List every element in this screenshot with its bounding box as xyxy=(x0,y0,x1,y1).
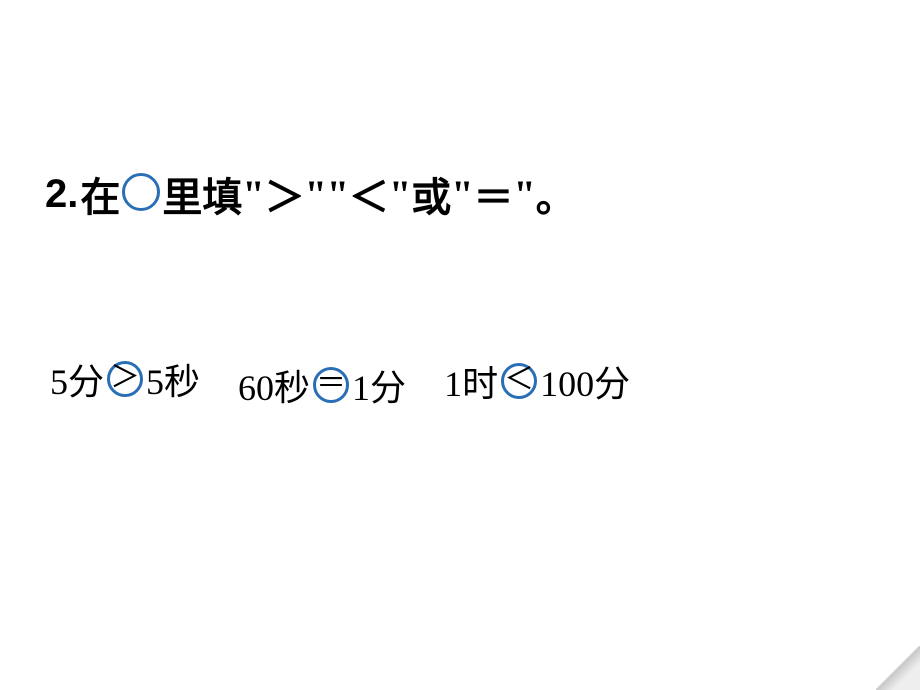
problem-right: 5秒 xyxy=(146,353,200,405)
close-quote: " xyxy=(389,171,411,218)
answer-circle: ＞ xyxy=(107,361,143,397)
answer-symbol: ＞ xyxy=(110,363,140,393)
title-text-part2: 里填 xyxy=(162,165,242,223)
greater-than-symbol: ＞ xyxy=(265,165,305,223)
question-number: 2. xyxy=(45,172,78,217)
equals-symbol: ＝ xyxy=(473,165,513,223)
open-quote: " xyxy=(327,171,349,218)
problem-left: 1时 xyxy=(444,355,498,407)
close-quote: " xyxy=(305,171,327,218)
period: 。 xyxy=(536,165,576,223)
title-text-part1: 在 xyxy=(80,165,120,223)
problems-row: 5分 ＞ 5秒 60秒 ＝ 1分 1时 ＜ 100分 xyxy=(50,353,900,405)
title-text-or: 或 xyxy=(411,165,451,223)
answer-symbol: ＜ xyxy=(504,365,534,395)
answer-circle: ＜ xyxy=(501,363,537,399)
problem-left: 60秒 xyxy=(238,359,310,411)
page-curl-icon xyxy=(876,646,920,690)
circle-icon xyxy=(122,173,160,211)
question-title: 2. 在 里填 " ＞ " " ＜ " 或 " ＝ " 。 xyxy=(45,165,576,223)
close-quote: " xyxy=(513,171,535,218)
problem-right: 1分 xyxy=(352,359,406,411)
problem-1: 5分 ＞ 5秒 xyxy=(50,353,200,405)
problem-2: 60秒 ＝ 1分 xyxy=(238,359,406,411)
answer-symbol: ＝ xyxy=(316,369,346,399)
less-than-symbol: ＜ xyxy=(349,165,389,223)
problem-right: 100分 xyxy=(540,355,630,407)
problem-left: 5分 xyxy=(50,353,104,405)
open-quote: " xyxy=(451,171,473,218)
answer-circle: ＝ xyxy=(313,367,349,403)
problem-3: 1时 ＜ 100分 xyxy=(444,355,630,407)
open-quote: " xyxy=(242,171,264,218)
